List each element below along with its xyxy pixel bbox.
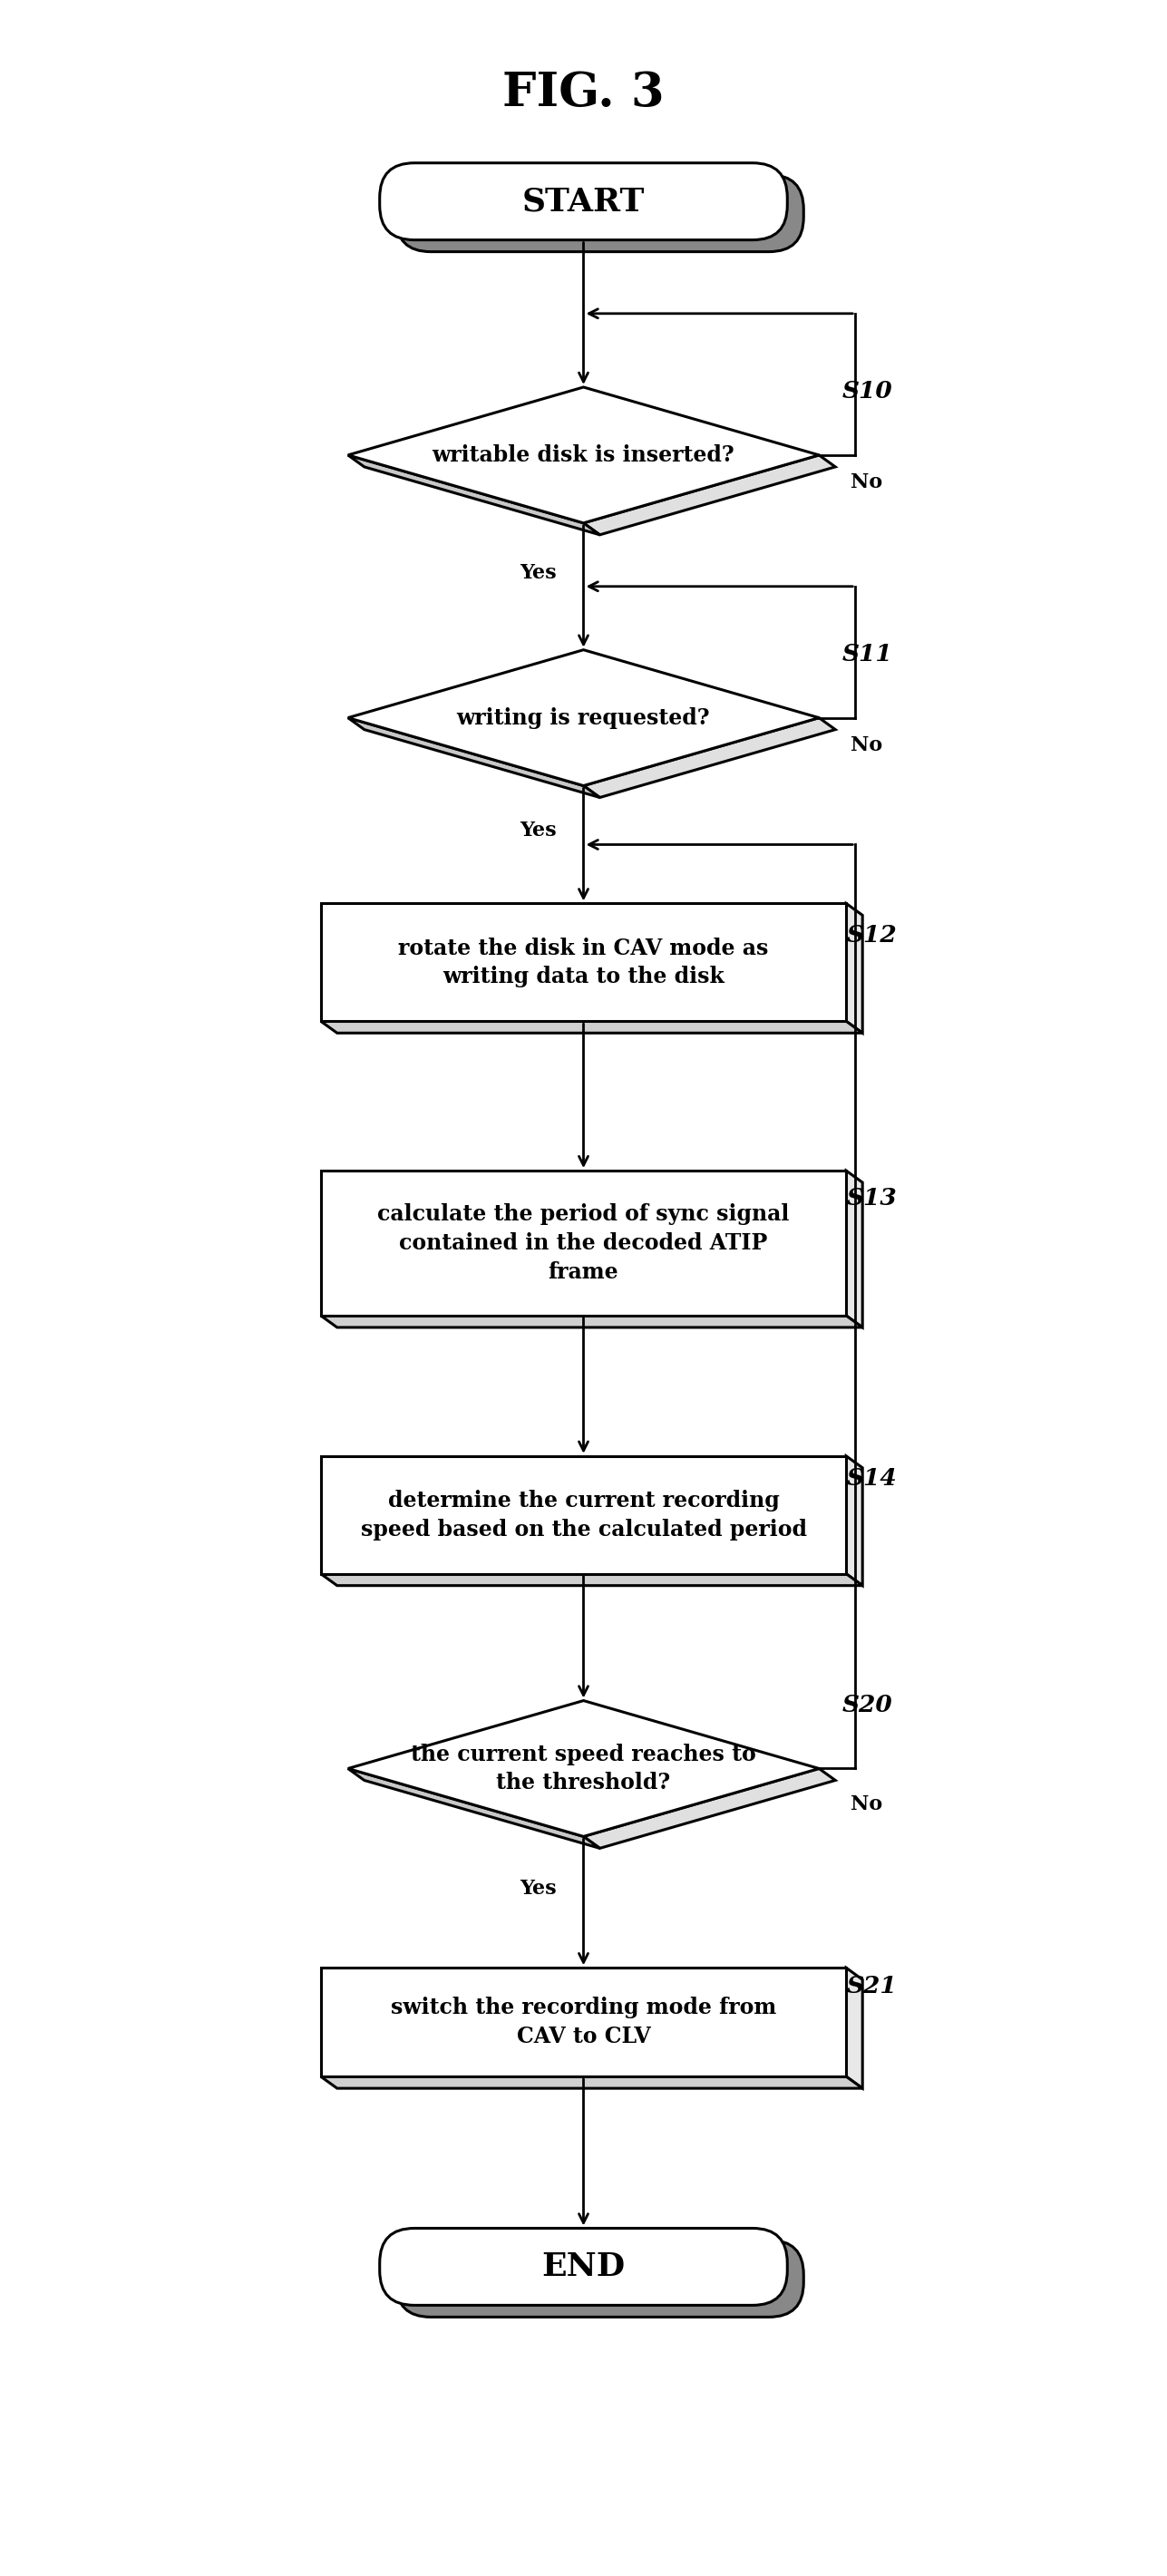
Text: Yes: Yes bbox=[520, 564, 557, 582]
Polygon shape bbox=[321, 1455, 846, 1574]
FancyBboxPatch shape bbox=[379, 162, 788, 240]
Text: S14: S14 bbox=[846, 1468, 896, 1489]
Text: No: No bbox=[851, 471, 882, 492]
Polygon shape bbox=[846, 1455, 862, 1587]
Text: S12: S12 bbox=[846, 925, 896, 945]
Polygon shape bbox=[584, 456, 836, 536]
Text: No: No bbox=[851, 734, 882, 755]
Text: S20: S20 bbox=[841, 1695, 893, 1716]
Polygon shape bbox=[321, 904, 846, 1020]
Polygon shape bbox=[348, 1770, 600, 1847]
Polygon shape bbox=[348, 649, 819, 786]
Text: calculate the period of sync signal
contained in the decoded ATIP
frame: calculate the period of sync signal cont… bbox=[377, 1203, 790, 1283]
Polygon shape bbox=[348, 719, 600, 799]
Polygon shape bbox=[321, 1316, 862, 1327]
Polygon shape bbox=[321, 1170, 846, 1316]
Polygon shape bbox=[846, 1170, 862, 1327]
Text: S10: S10 bbox=[841, 381, 893, 402]
Text: Yes: Yes bbox=[520, 822, 557, 840]
Text: S21: S21 bbox=[846, 1976, 896, 1996]
Polygon shape bbox=[348, 456, 600, 536]
Polygon shape bbox=[321, 1020, 862, 1033]
Polygon shape bbox=[846, 1968, 862, 2089]
Text: S11: S11 bbox=[841, 644, 893, 665]
Polygon shape bbox=[321, 2076, 862, 2089]
FancyBboxPatch shape bbox=[396, 2241, 804, 2316]
Text: END: END bbox=[541, 2251, 626, 2282]
Text: START: START bbox=[522, 185, 645, 216]
Text: writable disk is inserted?: writable disk is inserted? bbox=[432, 443, 735, 466]
FancyBboxPatch shape bbox=[396, 175, 804, 252]
Text: the current speed reaches to
the threshold?: the current speed reaches to the thresho… bbox=[411, 1744, 756, 1793]
Text: S13: S13 bbox=[846, 1188, 896, 1208]
Polygon shape bbox=[321, 1574, 862, 1587]
Text: Yes: Yes bbox=[520, 1878, 557, 1899]
Polygon shape bbox=[846, 904, 862, 1033]
Text: switch the recording mode from
CAV to CLV: switch the recording mode from CAV to CL… bbox=[391, 1996, 776, 2048]
Text: No: No bbox=[851, 1795, 882, 1814]
Text: determine the current recording
speed based on the calculated period: determine the current recording speed ba… bbox=[361, 1489, 806, 1540]
Polygon shape bbox=[321, 1968, 846, 2076]
Text: rotate the disk in CAV mode as
writing data to the disk: rotate the disk in CAV mode as writing d… bbox=[398, 938, 769, 987]
Polygon shape bbox=[348, 1700, 819, 1837]
Text: writing is requested?: writing is requested? bbox=[456, 706, 711, 729]
Polygon shape bbox=[584, 719, 836, 799]
Polygon shape bbox=[348, 386, 819, 523]
Polygon shape bbox=[584, 1770, 836, 1847]
Text: FIG. 3: FIG. 3 bbox=[503, 70, 664, 116]
FancyBboxPatch shape bbox=[379, 2228, 788, 2306]
